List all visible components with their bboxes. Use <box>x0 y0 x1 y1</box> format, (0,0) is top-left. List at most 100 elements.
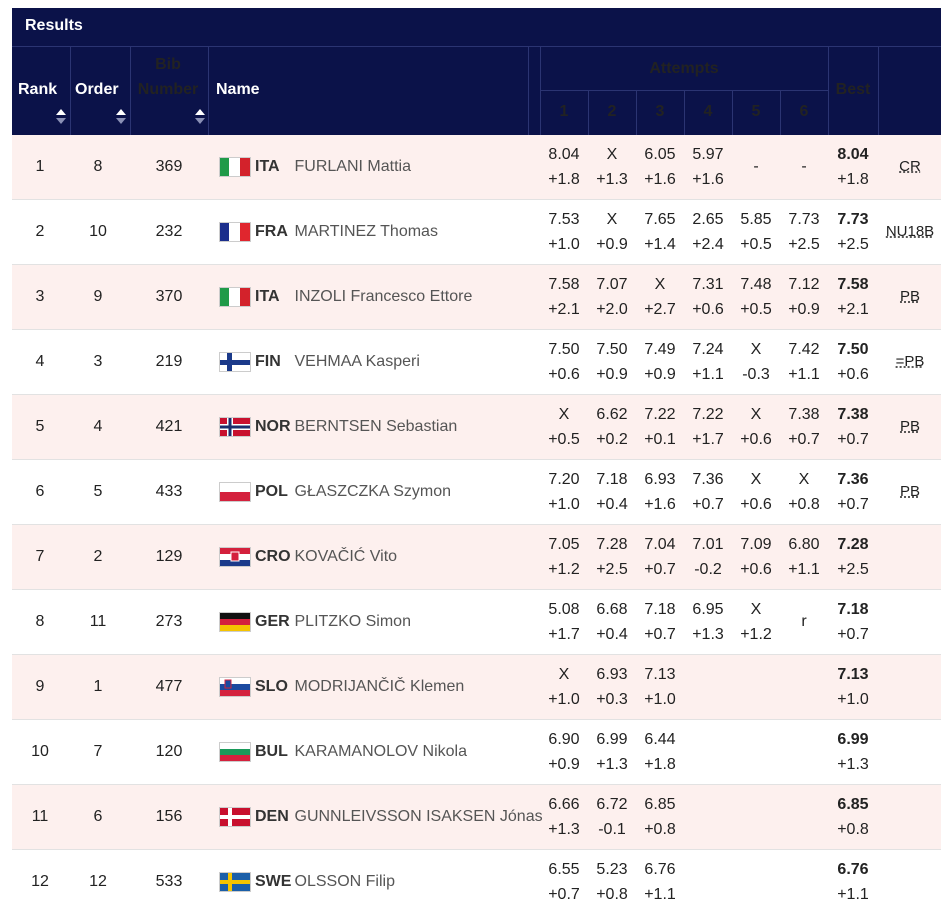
rank-header[interactable]: Rank <box>18 81 57 99</box>
attempt-wind: +1.6 <box>644 496 676 514</box>
name-header[interactable]: Name <box>216 81 260 99</box>
attempt-mark: 6.66 <box>548 796 579 814</box>
attempt-number: 1 <box>560 103 569 121</box>
bib: 156 <box>156 808 183 826</box>
sort-icon[interactable] <box>194 108 206 126</box>
attempt-mark: 6.93 <box>596 666 627 684</box>
result-row <box>12 265 941 330</box>
attempt-wind: +1.7 <box>692 431 724 449</box>
athlete-name[interactable]: OLSSON Filip <box>295 873 395 891</box>
rank: 3 <box>36 288 45 306</box>
attempt-wind: +0.6 <box>740 561 772 579</box>
best-wind: +0.7 <box>837 431 869 449</box>
best-mark: 7.18 <box>837 601 868 619</box>
country-code: FIN <box>255 353 281 371</box>
flag <box>219 676 251 698</box>
country-code: FRA <box>255 223 288 241</box>
sort-icon[interactable] <box>55 108 67 126</box>
sort-icon[interactable] <box>115 108 127 126</box>
attempt-mark: 6.85 <box>644 796 675 814</box>
attempt-wind: +0.1 <box>644 431 676 449</box>
rank: 6 <box>36 483 45 501</box>
result-row <box>12 395 941 460</box>
bib-header[interactable]: Number <box>138 81 198 99</box>
flag <box>219 611 251 633</box>
attempt-mark: 7.24 <box>692 341 723 359</box>
record-note: PB <box>900 288 920 305</box>
attempt-mark: 7.49 <box>644 341 675 359</box>
bib-header[interactable]: Bib <box>155 56 181 74</box>
athlete-name[interactable]: MARTINEZ Thomas <box>295 223 438 241</box>
order: 11 <box>90 613 107 631</box>
attempt-mark: 7.36 <box>692 471 723 489</box>
order: 7 <box>94 743 103 761</box>
order-header[interactable]: Order <box>75 81 119 99</box>
best-mark: 7.36 <box>837 471 868 489</box>
attempt-wind: +0.8 <box>596 886 628 904</box>
best-mark: 7.28 <box>837 536 868 554</box>
flag <box>219 546 251 568</box>
result-row <box>12 525 941 590</box>
best-wind: +2.1 <box>837 301 869 319</box>
rank: 5 <box>36 418 45 436</box>
attempt-wind: +2.5 <box>596 561 628 579</box>
attempt-wind: +1.0 <box>548 496 580 514</box>
record-note: PB <box>900 418 920 435</box>
attempt-mark: 5.08 <box>548 601 579 619</box>
attempt-wind: +0.7 <box>548 886 580 904</box>
best-mark: 7.58 <box>837 276 868 294</box>
result-row <box>12 200 941 265</box>
country-code: BUL <box>255 743 288 761</box>
athlete-name[interactable]: KARAMANOLOV Nikola <box>295 743 468 761</box>
athlete-name[interactable]: MODRIJANČIČ Klemen <box>295 678 465 696</box>
athlete-name[interactable]: FURLANI Mattia <box>295 158 411 176</box>
order: 2 <box>94 548 103 566</box>
attempt-mark: 8.04 <box>548 146 579 164</box>
rank: 4 <box>36 353 45 371</box>
athlete-name[interactable]: BERNTSEN Sebastian <box>295 418 458 436</box>
country-code: ITA <box>255 288 280 306</box>
attempt-mark: 6.44 <box>644 731 675 749</box>
best-wind: +2.5 <box>837 561 869 579</box>
attempt-wind: +0.7 <box>644 561 676 579</box>
attempt-wind: +1.0 <box>548 236 580 254</box>
rank: 9 <box>36 678 45 696</box>
attempt-wind: +1.6 <box>644 171 676 189</box>
athlete-name[interactable]: GŁASZCZKA Szymon <box>295 483 452 501</box>
athlete-name[interactable]: PLITZKO Simon <box>295 613 411 631</box>
column-divider <box>780 90 781 135</box>
attempt-wind: +1.4 <box>644 236 676 254</box>
best-wind: +0.7 <box>837 496 869 514</box>
attempt-wind: +1.2 <box>548 561 580 579</box>
result-row <box>12 460 941 525</box>
attempt-wind: +0.9 <box>548 756 580 774</box>
attempt-wind: +0.6 <box>740 496 772 514</box>
column-divider <box>684 90 685 135</box>
column-divider <box>130 47 131 135</box>
attempt-mark: X <box>607 146 618 164</box>
attempt-mark: - <box>753 158 758 176</box>
flag <box>219 351 251 373</box>
attempt-mark: 6.80 <box>788 536 819 554</box>
column-divider <box>636 90 637 135</box>
bib: 370 <box>156 288 183 306</box>
attempt-wind: +0.9 <box>644 366 676 384</box>
attempt-mark: - <box>801 158 806 176</box>
order: 12 <box>89 873 107 891</box>
attempt-mark: 6.95 <box>692 601 723 619</box>
attempt-wind: +0.9 <box>788 301 820 319</box>
attempt-mark: 7.58 <box>548 276 579 294</box>
attempt-wind: +0.2 <box>596 431 628 449</box>
attempt-wind: +2.7 <box>644 301 676 319</box>
athlete-name[interactable]: INZOLI Francesco Ettore <box>295 288 473 306</box>
attempt-wind: +1.1 <box>788 561 820 579</box>
record-note: PB <box>900 483 920 500</box>
athlete-name[interactable]: KOVAČIĆ Vito <box>295 548 398 566</box>
attempt-mark: 6.55 <box>548 861 579 879</box>
column-divider <box>70 47 71 135</box>
athlete-name[interactable]: GUNNLEIVSSON ISAKSEN Jónas <box>295 808 543 826</box>
attempt-mark: 5.85 <box>740 211 771 229</box>
attempt-wind: +2.0 <box>596 301 628 319</box>
athlete-name[interactable]: VEHMAA Kasperi <box>295 353 420 371</box>
bib: 369 <box>156 158 183 176</box>
